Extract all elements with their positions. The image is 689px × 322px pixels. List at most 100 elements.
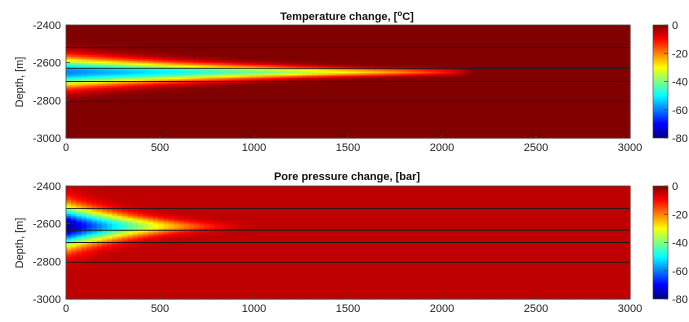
field-cell	[476, 135, 482, 139]
field-cell	[327, 93, 334, 97]
field-cell	[373, 33, 380, 36]
field-cell	[306, 119, 313, 123]
field-cell	[245, 39, 252, 42]
field-cell	[476, 103, 482, 107]
field-cell	[173, 53, 180, 56]
field-cell	[219, 91, 226, 95]
field-cell	[194, 105, 200, 109]
field-cell	[81, 31, 88, 34]
field-cell	[255, 41, 262, 44]
field-cell	[476, 57, 482, 60]
field-cell	[317, 97, 323, 101]
field-cell	[450, 135, 457, 139]
field-cell	[265, 55, 272, 58]
field-cell	[276, 101, 282, 105]
field-cell	[383, 119, 390, 123]
field-cell	[137, 69, 144, 73]
field-cell	[322, 127, 329, 131]
field-cell	[173, 125, 180, 129]
field-cell	[204, 129, 211, 133]
field-cell	[486, 75, 493, 79]
field-cell	[194, 83, 200, 87]
field-cell	[465, 105, 472, 109]
field-cell	[173, 69, 180, 73]
field-cell	[230, 135, 236, 139]
field-cell	[153, 31, 159, 34]
field-cell	[240, 51, 247, 54]
field-cell	[245, 85, 252, 89]
field-cell	[194, 35, 200, 38]
field-cell	[517, 91, 523, 95]
field-cell	[445, 71, 452, 75]
field-cell	[404, 53, 411, 56]
field-cell	[389, 91, 395, 95]
field-cell	[132, 73, 139, 77]
field-cell	[91, 125, 98, 129]
field-cell	[81, 109, 88, 113]
field-cell	[245, 33, 252, 36]
field-cell	[481, 103, 488, 107]
field-cell	[348, 109, 354, 113]
field-cell	[373, 117, 380, 121]
field-cell	[194, 103, 200, 107]
field-cell	[219, 107, 226, 111]
field-cell	[168, 59, 175, 62]
field-cell	[394, 129, 400, 133]
field-cell	[512, 97, 518, 101]
field-cell	[209, 75, 216, 79]
field-cell	[117, 89, 123, 93]
field-cell	[168, 117, 175, 121]
field-cell	[481, 63, 488, 66]
field-cell	[219, 73, 226, 77]
field-cell	[199, 89, 206, 93]
field-cell	[260, 135, 267, 139]
field-cell	[230, 121, 236, 125]
field-cell	[517, 135, 523, 139]
field-cell	[460, 83, 467, 87]
field-cell	[342, 121, 349, 125]
field-cell	[224, 37, 231, 40]
field-cell	[460, 119, 467, 123]
field-cell	[481, 111, 488, 115]
field-cell	[178, 107, 185, 111]
field-cell	[250, 31, 257, 34]
field-cell	[86, 69, 93, 73]
field-cell	[260, 53, 267, 56]
field-cell	[183, 127, 190, 131]
field-cell	[219, 81, 226, 85]
field-cell	[281, 55, 288, 58]
field-cell	[291, 33, 298, 36]
field-cell	[389, 133, 395, 137]
field-cell	[435, 89, 441, 93]
field-cell	[91, 69, 98, 73]
field-cell	[465, 117, 472, 121]
field-cell	[214, 131, 221, 135]
field-cell	[445, 57, 452, 60]
field-cell	[214, 75, 221, 79]
field-cell	[255, 59, 262, 62]
field-cell	[522, 35, 529, 38]
field-cell	[291, 81, 298, 85]
field-cell	[71, 29, 77, 32]
field-cell	[281, 29, 288, 32]
field-cell	[383, 81, 390, 85]
field-cell	[199, 51, 206, 54]
field-cell	[271, 115, 277, 119]
field-cell	[486, 97, 493, 101]
field-cell	[430, 51, 436, 54]
field-cell	[317, 45, 323, 48]
field-cell	[419, 29, 426, 32]
field-cell	[230, 37, 236, 40]
field-cell	[235, 115, 241, 119]
field-cell	[204, 53, 211, 56]
field-cell	[327, 113, 334, 117]
field-cell	[471, 87, 477, 91]
field-cell	[419, 127, 426, 131]
field-cell	[235, 51, 241, 54]
field-cell	[230, 83, 236, 87]
field-cell	[491, 55, 498, 58]
field-cell	[101, 39, 108, 42]
field-cell	[168, 39, 175, 42]
field-cell	[86, 75, 93, 79]
field-cell	[163, 91, 170, 95]
